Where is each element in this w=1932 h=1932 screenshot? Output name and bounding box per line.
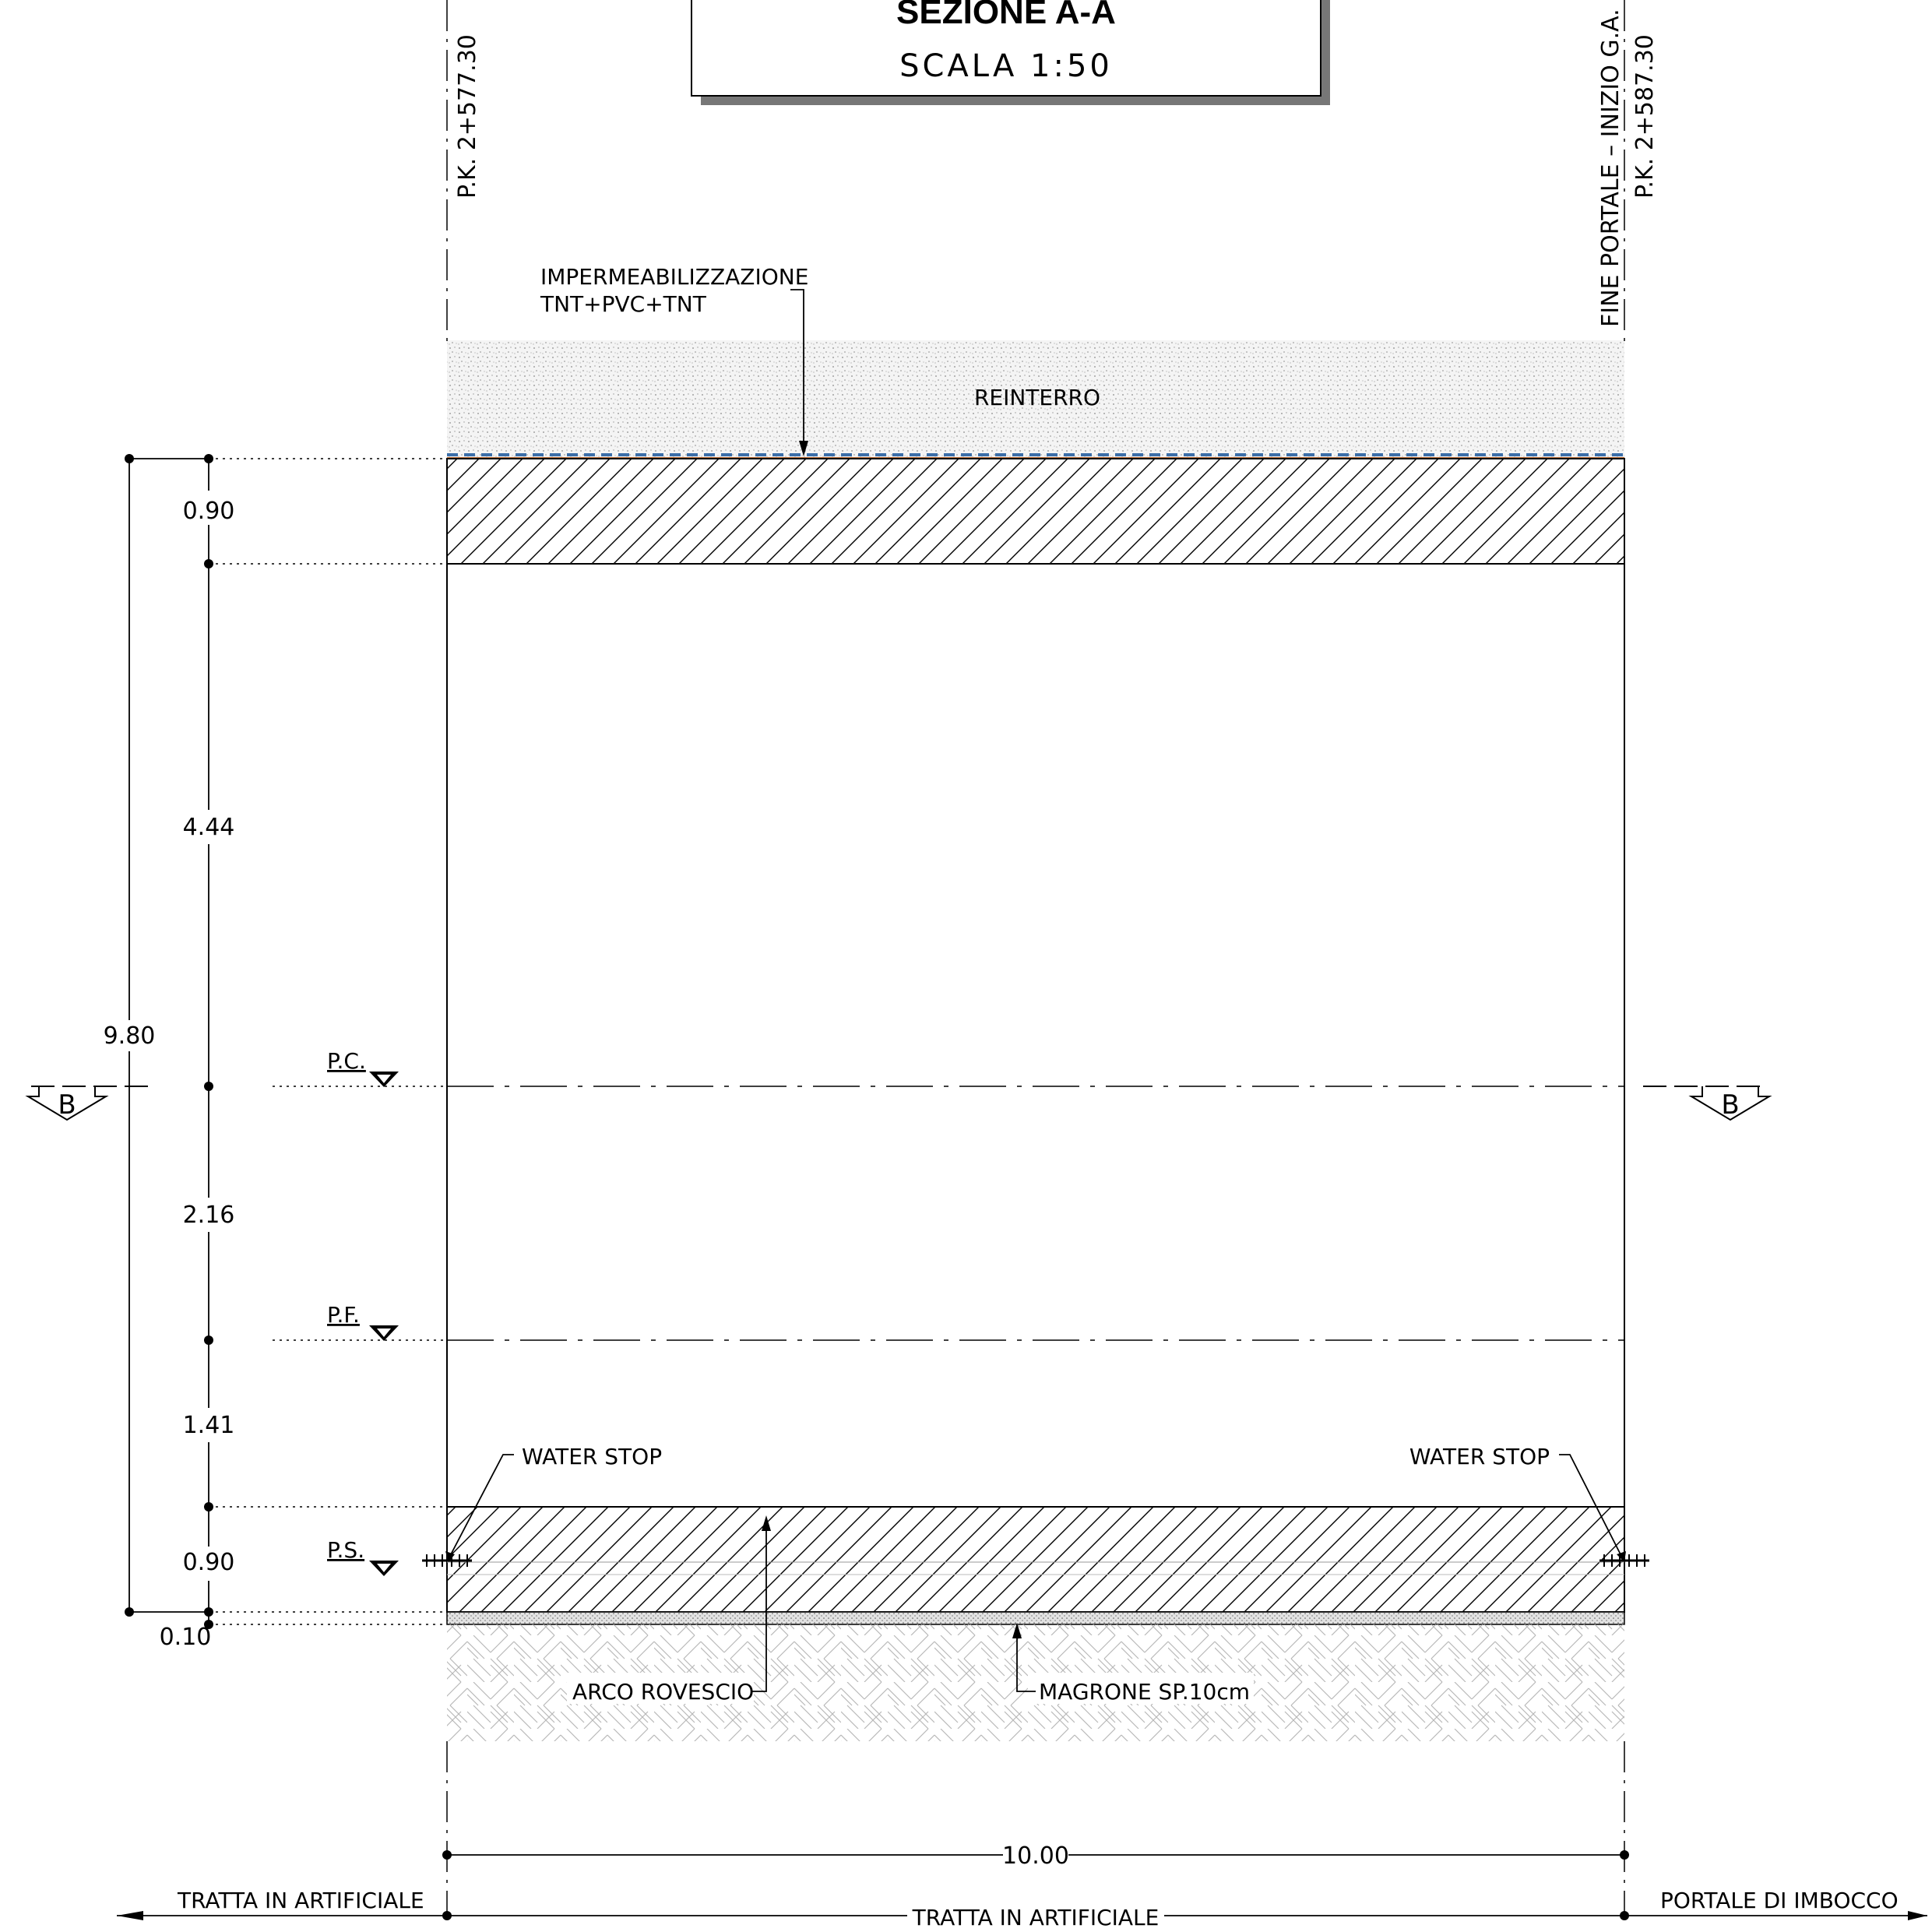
ps-level: P.S. (327, 1537, 399, 1576)
dimension-total-label: 9.80 (104, 1022, 156, 1050)
ps-level-label: P.S. (327, 1537, 364, 1563)
water-stop-left-label: WATER STOP (522, 1444, 662, 1469)
lean-concrete-layer (446, 1611, 1625, 1625)
section-mark-right-label: B (1721, 1089, 1739, 1121)
station-label-left: P.K. 2+577.30 (454, 34, 481, 199)
lean-concrete-leader: MAGRONE SP.10cm (1012, 1623, 1254, 1705)
drawing-scale: SCALA 1:50 (899, 48, 1113, 84)
lean-concrete-label: MAGRONE SP.10cm (1039, 1679, 1250, 1705)
drawing-title: SEZIONE A-A (896, 0, 1116, 31)
dimension-d2-label: 4.44 (183, 814, 235, 841)
water-stop-right-label: WATER STOP (1409, 1444, 1550, 1469)
pc-level-label: P.C. (327, 1048, 366, 1074)
tract-line: TRATTA IN ARTIFICIALE TRATTA IN ARTIFICI… (117, 1888, 1927, 1930)
dimension-total: 9.80 (97, 454, 209, 1617)
invert-arch-label: ARCO ROVESCIO (572, 1679, 754, 1705)
waterproofing-label-2: TNT+PVC+TNT (540, 291, 707, 317)
pf-level: P.F. (273, 1302, 1624, 1341)
waterproofing-label-1: IMPERMEABILIZZAZIONE (540, 264, 808, 290)
dimension-d1-label: 0.90 (183, 498, 235, 525)
station-axis-lines (446, 0, 1625, 1916)
station-label-right-2: P.K. 2+587.30 (1631, 34, 1659, 199)
top-slab (446, 458, 1625, 565)
water-stop-left: WATER STOP (422, 1444, 662, 1567)
section-mark-left: B (25, 1086, 156, 1121)
dimension-d5-label: 0.90 (183, 1549, 235, 1576)
tract-center-label: TRATTA IN ARTIFICIALE (912, 1905, 1160, 1930)
dimension-chain: 0.90 4.44 2.16 1.41 0.90 0.10 (160, 454, 235, 1651)
bottom-slab (446, 1506, 1625, 1613)
pf-level-label: P.F. (327, 1302, 360, 1328)
section-mark-right: B (1643, 1086, 1772, 1121)
water-stop-right: WATER STOP (1409, 1444, 1649, 1567)
reference-dotted-lines (209, 458, 447, 1625)
dimension-width: 10.00 (442, 1839, 1629, 1870)
pc-level: P.C. (273, 1048, 1624, 1087)
dimension-d3-label: 2.16 (183, 1202, 235, 1229)
dimension-d4-label: 1.41 (183, 1412, 235, 1439)
dimension-d6-label: 0.10 (160, 1624, 212, 1651)
backfill-label: REINTERRO (974, 385, 1100, 410)
waterproofing-membrane (447, 453, 1624, 459)
title-block: SEZIONE A-A SCALA 1:50 (691, 0, 1330, 105)
station-label-right-1: FINE PORTALE – INIZIO G.A. (1597, 9, 1624, 327)
invert-arch-leader: ARCO ROVESCIO (567, 1515, 771, 1705)
waterproofing-leader: IMPERMEABILIZZAZIONE TNT+PVC+TNT (540, 264, 808, 456)
backfill-area (447, 340, 1624, 457)
tract-left-label: TRATTA IN ARTIFICIALE (177, 1888, 424, 1913)
dimension-width-label: 10.00 (1002, 1842, 1069, 1870)
tract-right-label: PORTALE DI IMBOCCO (1660, 1888, 1899, 1913)
section-mark-left-label: B (58, 1089, 76, 1121)
